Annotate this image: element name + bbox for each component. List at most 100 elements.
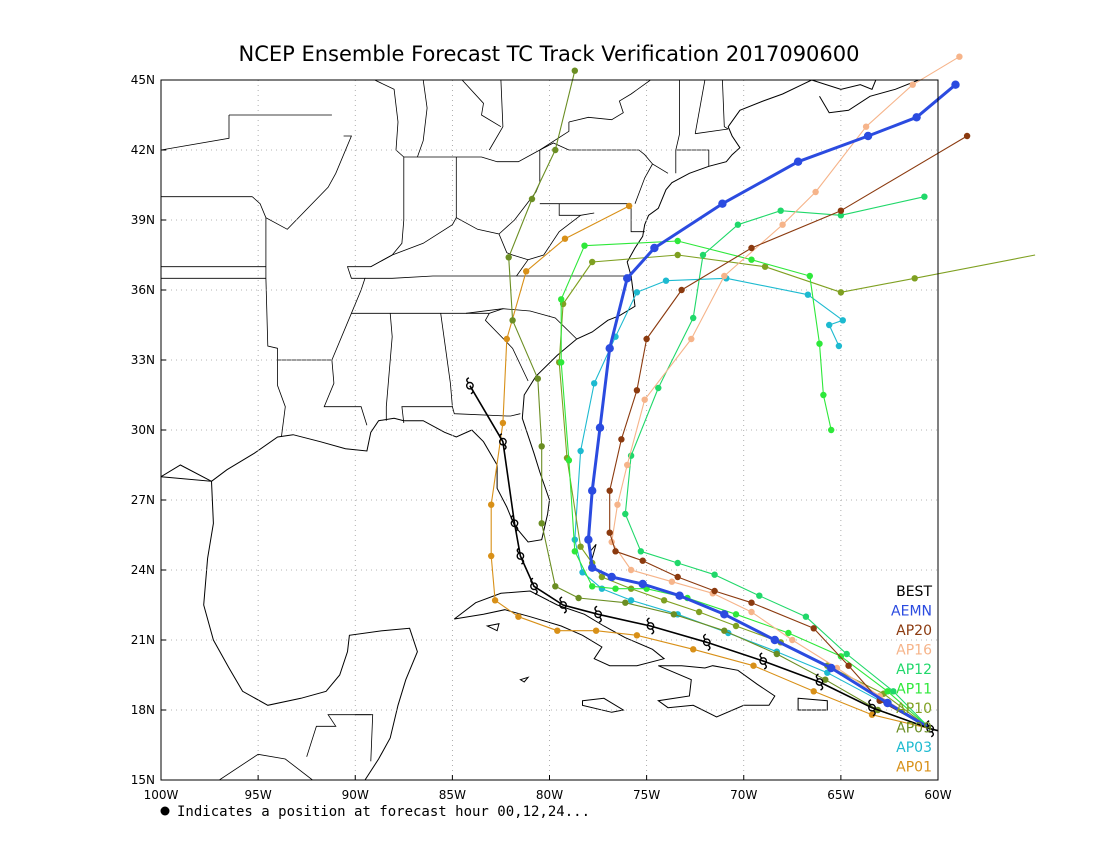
forecast-point-ap20 (810, 625, 817, 632)
forecast-point-ap12 (890, 688, 897, 695)
forecast-point-ap10 (761, 263, 769, 270)
forecast-point-ap16 (862, 123, 870, 130)
forecast-point-ap12 (777, 207, 784, 214)
forecast-point-ap03 (627, 597, 635, 604)
forecast-point-aemn (770, 635, 779, 645)
forecast-point-ap12 (622, 510, 629, 518)
forecast-point-aemn (607, 572, 616, 582)
forecast-point-ap11 (806, 272, 813, 280)
forecast-point-ap11 (816, 340, 823, 347)
state-border (385, 313, 393, 421)
forecast-point-ap09 (822, 676, 829, 683)
basemap (161, 80, 919, 780)
coastline (819, 80, 919, 114)
state-border (252, 135, 353, 230)
forecast-point-ap01 (561, 235, 569, 242)
state-border (634, 163, 653, 204)
forecast-point-ap10 (695, 608, 703, 616)
coastline (161, 476, 418, 780)
forecast-point-aemn (623, 274, 632, 283)
forecast-point-ap10 (837, 289, 845, 296)
axes: 100W 95W 90W 85W 80W 75W 70W 65W 60W 15N 18N 21N 24N… (131, 73, 952, 802)
forecast-point-ap12 (734, 221, 742, 228)
forecast-point-ap09 (538, 520, 545, 527)
forecast-point-ap10 (732, 622, 740, 630)
forecast-point-aemn (650, 243, 659, 253)
forecast-point-aemn (638, 579, 647, 589)
forecast-point-ap12 (843, 650, 850, 658)
forecast-point-ap16 (688, 335, 695, 343)
forecast-point-ap10 (911, 275, 918, 282)
forecast-point-ap20 (748, 244, 755, 252)
forecast-point-ap11 (558, 359, 565, 366)
forecast-point-ap12 (655, 384, 662, 392)
tracks (465, 80, 938, 738)
forecast-point-ap12 (711, 571, 718, 578)
forecast-point-ap20 (837, 207, 845, 214)
forecast-point-ap20 (633, 387, 641, 394)
forecast-point-ap01 (499, 419, 507, 427)
legend: BEST AEMN AP20 AP16 AP12 AP11 AP10 AP09 AP03 AP01 (891, 584, 932, 776)
forecast-point-ap10 (674, 251, 681, 259)
forecast-point-aemn (595, 423, 605, 432)
coastline (161, 464, 212, 482)
state-border (374, 80, 405, 158)
forecast-point-ap01 (515, 613, 522, 620)
track-ap03 (574, 277, 931, 730)
footnote: Indicates a position at forecast hour 00… (177, 804, 590, 820)
forecast-point-ap01 (503, 335, 510, 343)
forecast-point-ap03 (571, 536, 578, 543)
y-tick-label: 42N (131, 143, 155, 157)
forecast-point-ap11 (571, 548, 578, 555)
forecast-point-aemn (827, 663, 836, 673)
forecast-point-ap20 (639, 557, 646, 564)
forecast-point-ap11 (820, 391, 827, 399)
state-border (488, 80, 504, 151)
state-border (461, 80, 502, 128)
hurricane-symbol-icon (646, 617, 655, 635)
forecast-point-aemn (588, 486, 597, 495)
hurricane-symbol-icon (498, 433, 507, 451)
hurricane-symbol-icon (465, 377, 474, 395)
forecast-point-ap03 (577, 447, 584, 455)
forecast-point-ap20 (606, 529, 613, 536)
hurricane-symbol-icon (815, 673, 824, 691)
y-tick-label: 15N (131, 773, 155, 787)
legend-entry-ap09: AP09 (896, 721, 932, 737)
forecast-point-ap12 (674, 559, 681, 567)
state-border (675, 80, 680, 174)
forecast-point-ap11 (581, 242, 588, 249)
y-tick-label: 27N (131, 493, 155, 507)
forecast-point-ap03 (826, 321, 833, 329)
forecast-point-ap12 (756, 592, 763, 599)
state-border (558, 203, 595, 216)
hurricane-symbol-icon (530, 577, 538, 595)
state-border (465, 308, 577, 340)
island-outline (485, 623, 500, 632)
x-tick-label: 65W (827, 788, 854, 802)
forecast-point-ap09 (509, 317, 516, 324)
forecast-point-ap09 (622, 599, 629, 606)
hurricane-symbol-icon (559, 596, 567, 614)
forecast-point-ap09 (552, 146, 559, 154)
forecast-point-ap09 (534, 375, 541, 382)
forecast-point-ap01 (523, 268, 530, 275)
forecast-point-ap01 (868, 711, 876, 718)
x-tick-label: 95W (245, 788, 272, 802)
forecast-point-ap09 (528, 195, 536, 203)
island-outline (453, 590, 666, 667)
forecast-point-ap11 (612, 585, 619, 592)
grid (161, 80, 938, 780)
state-border (417, 80, 428, 158)
forecast-point-ap20 (678, 286, 685, 294)
forecast-point-aemn (605, 344, 614, 353)
forecast-point-ap11 (565, 457, 573, 464)
forecast-point-ap11 (732, 611, 740, 618)
state-border (219, 753, 313, 780)
legend-entry-ap10: AP10 (896, 701, 932, 717)
forecast-point-aemn (675, 591, 684, 600)
forecast-point-ap01 (690, 646, 697, 653)
legend-entry-ap16: AP16 (896, 643, 932, 659)
forecast-point-ap20 (845, 662, 852, 669)
hurricane-symbol-icon (702, 633, 711, 651)
